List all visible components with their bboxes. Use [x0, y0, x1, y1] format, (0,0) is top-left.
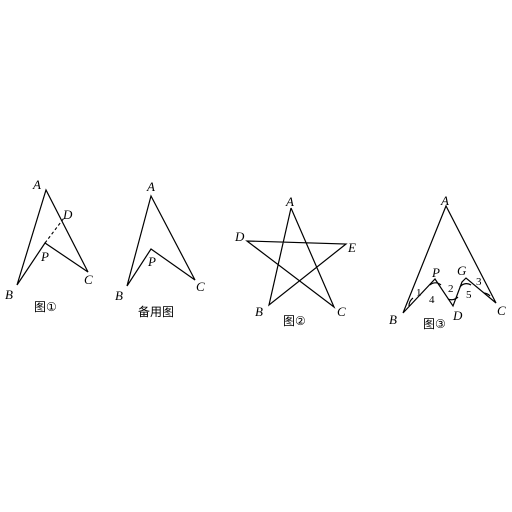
figure-spare-caption: 备用图	[138, 305, 174, 319]
figure-1: A B C D P 图①	[5, 177, 93, 314]
figure-spare-label-p: P	[147, 254, 156, 269]
figure-3-angle-arc-g	[459, 283, 472, 288]
figure-spare-label-c: C	[196, 279, 205, 294]
figure-spare-outline	[126, 194, 196, 287]
figure-2-label-e: E	[347, 240, 356, 255]
figure-spare-label-a: A	[146, 179, 155, 194]
figure-3-angle-label-2: 2	[448, 283, 454, 295]
figure-2-label-a: A	[285, 194, 294, 209]
figure-3-label-b: B	[389, 312, 397, 327]
figure-2-caption: 图②	[283, 314, 306, 328]
figure-3-caption: 图③	[423, 317, 446, 331]
figure-3-label-a: A	[440, 193, 449, 208]
figure-3: A B C D P G 1 2 3 4 5 图③	[389, 193, 506, 331]
figure-3-angle-label-3: 3	[476, 276, 482, 288]
figure-3-label-p: P	[431, 265, 440, 280]
figure-1-outline	[16, 188, 89, 286]
figure-3-angle-label-4: 4	[429, 294, 435, 306]
figure-spare: A B C P 备用图	[115, 179, 205, 319]
figure-3-angle-label-5: 5	[466, 289, 472, 301]
figure-2-label-d: D	[234, 229, 245, 244]
figure-1-label-c: C	[84, 272, 93, 287]
figure-2-label-c: C	[337, 304, 346, 319]
figure-3-angle-arc-2	[447, 296, 459, 301]
figure-1-caption: 图①	[34, 300, 57, 314]
figure-3-angle-arc-p	[429, 282, 442, 286]
figure-3-label-g: G	[457, 263, 467, 278]
figure-3-angle-arc-1	[408, 297, 414, 307]
figure-2-star: A B C D E 图②	[234, 194, 356, 328]
figure-1-label-p: P	[40, 249, 49, 264]
figure-3-label-c: C	[497, 303, 506, 318]
figure-1-label-d: D	[62, 207, 73, 222]
figure-1-label-a: A	[32, 177, 41, 192]
figure-1-label-b: B	[5, 287, 13, 302]
figure-spare-label-b: B	[115, 288, 123, 303]
figure-3-angle-label-1: 1	[416, 287, 422, 299]
figure-2-star-outline	[245, 207, 348, 309]
figure-3-angle-arc-3	[483, 292, 491, 297]
figure-2-label-b: B	[255, 304, 263, 319]
figure-1-dashed-segment-pd	[44, 217, 65, 244]
figure-3-label-d: D	[452, 308, 463, 323]
